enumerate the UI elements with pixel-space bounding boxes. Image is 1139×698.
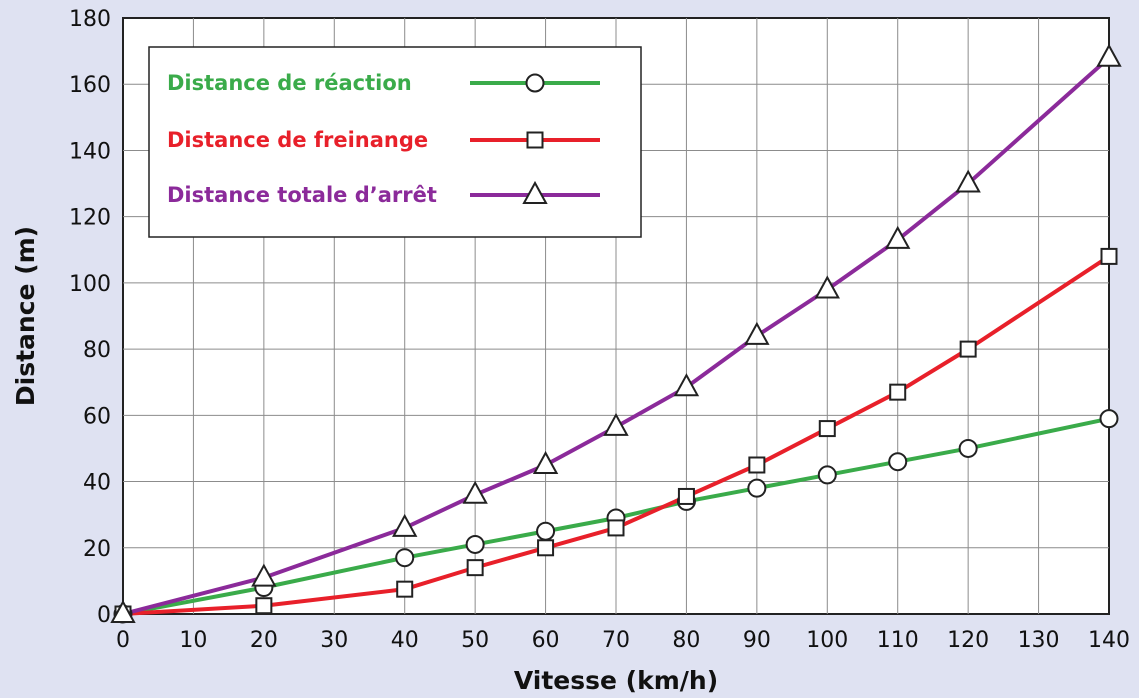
- data-point-circle: [395, 548, 415, 568]
- x-tick-label: 120: [947, 628, 989, 653]
- data-point-triangle: [673, 373, 700, 397]
- legend-label: Distance de réaction: [167, 71, 412, 95]
- y-tick-label: 140: [69, 139, 111, 164]
- y-tick-label: 80: [83, 338, 111, 363]
- data-point-square: [1100, 247, 1118, 265]
- data-point-square: [537, 539, 555, 557]
- data-point-square: [748, 456, 766, 474]
- data-point-triangle: [744, 321, 770, 345]
- x-tick-label: 110: [877, 628, 919, 653]
- series-group: [110, 43, 1122, 624]
- y-tick-label: 100: [69, 272, 111, 297]
- data-point-square: [466, 559, 484, 577]
- legend-label: Distance totale d’arrêt: [167, 183, 437, 207]
- data-point-triangle: [462, 480, 488, 504]
- y-axis-title: Distance (m): [11, 226, 40, 406]
- series-line: [122, 56, 1111, 616]
- x-tick-label: 80: [672, 628, 700, 653]
- data-point-triangle: [110, 599, 136, 623]
- x-tick-label: 50: [461, 628, 489, 653]
- data-point-square: [255, 597, 273, 615]
- data-point-circle: [465, 534, 485, 554]
- data-point-triangle: [603, 412, 629, 436]
- data-point-triangle: [392, 513, 418, 537]
- y-axis-ticks: 0 20 40 60 80 100 120 140 160 180: [69, 7, 111, 628]
- y-tick-label: 0: [97, 603, 111, 628]
- series-markers-triangle: [110, 43, 1122, 623]
- data-point-triangle: [1096, 43, 1122, 67]
- y-tick-label: 60: [83, 404, 111, 429]
- data-point-triangle: [251, 563, 277, 587]
- y-tick-label: 120: [69, 206, 111, 231]
- data-point-square: [607, 519, 625, 537]
- x-tick-label: 90: [743, 628, 771, 653]
- data-point-circle: [1099, 409, 1119, 429]
- y-tick-label: 180: [69, 7, 111, 32]
- x-tick-label: 100: [806, 628, 848, 653]
- data-point-circle: [817, 465, 837, 485]
- y-tick-label: 160: [69, 73, 111, 98]
- data-point-square: [677, 487, 695, 505]
- series-line: [122, 416, 1110, 616]
- data-point-circle: [747, 478, 767, 498]
- x-tick-label: 70: [602, 628, 630, 653]
- series-triangle: [122, 56, 1111, 616]
- data-point-triangle: [955, 169, 981, 193]
- legend-marker-triangle: [522, 180, 548, 204]
- data-point-square: [959, 340, 977, 358]
- x-axis-ticks: 0 10 20 30 40 50 60 70 80 90 100 110 120 130 140: [116, 628, 1130, 653]
- series-square: [122, 254, 1111, 616]
- legend: Distance de réaction Distance de freinang…: [148, 46, 642, 238]
- y-tick-label: 20: [83, 537, 111, 562]
- data-point-circle: [888, 452, 908, 472]
- x-tick-label: 20: [250, 628, 278, 653]
- legend-marker-square: [526, 131, 544, 149]
- data-point-square: [889, 383, 907, 401]
- x-tick-label: 140: [1088, 628, 1130, 653]
- data-point-circle: [958, 438, 978, 458]
- x-tick-label: 10: [179, 628, 207, 653]
- data-point-square: [396, 580, 414, 598]
- data-point-triangle: [885, 225, 911, 249]
- x-tick-label: 130: [1018, 628, 1060, 653]
- data-point-triangle: [532, 450, 559, 474]
- data-point-circle: [536, 521, 556, 541]
- series-line: [122, 254, 1111, 616]
- series-markers-square: [114, 247, 1118, 623]
- x-tick-label: 60: [532, 628, 560, 653]
- data-point-triangle: [814, 275, 840, 299]
- legend-marker-circle: [525, 73, 545, 93]
- series-circle: [122, 416, 1110, 616]
- x-tick-label: 30: [320, 628, 348, 653]
- x-tick-label: 0: [116, 628, 130, 653]
- x-axis-title: Vitesse (km/h): [514, 666, 718, 695]
- y-tick-label: 40: [83, 471, 111, 496]
- data-point-square: [818, 420, 836, 438]
- legend-label: Distance de freinange: [167, 128, 428, 152]
- x-tick-label: 40: [391, 628, 419, 653]
